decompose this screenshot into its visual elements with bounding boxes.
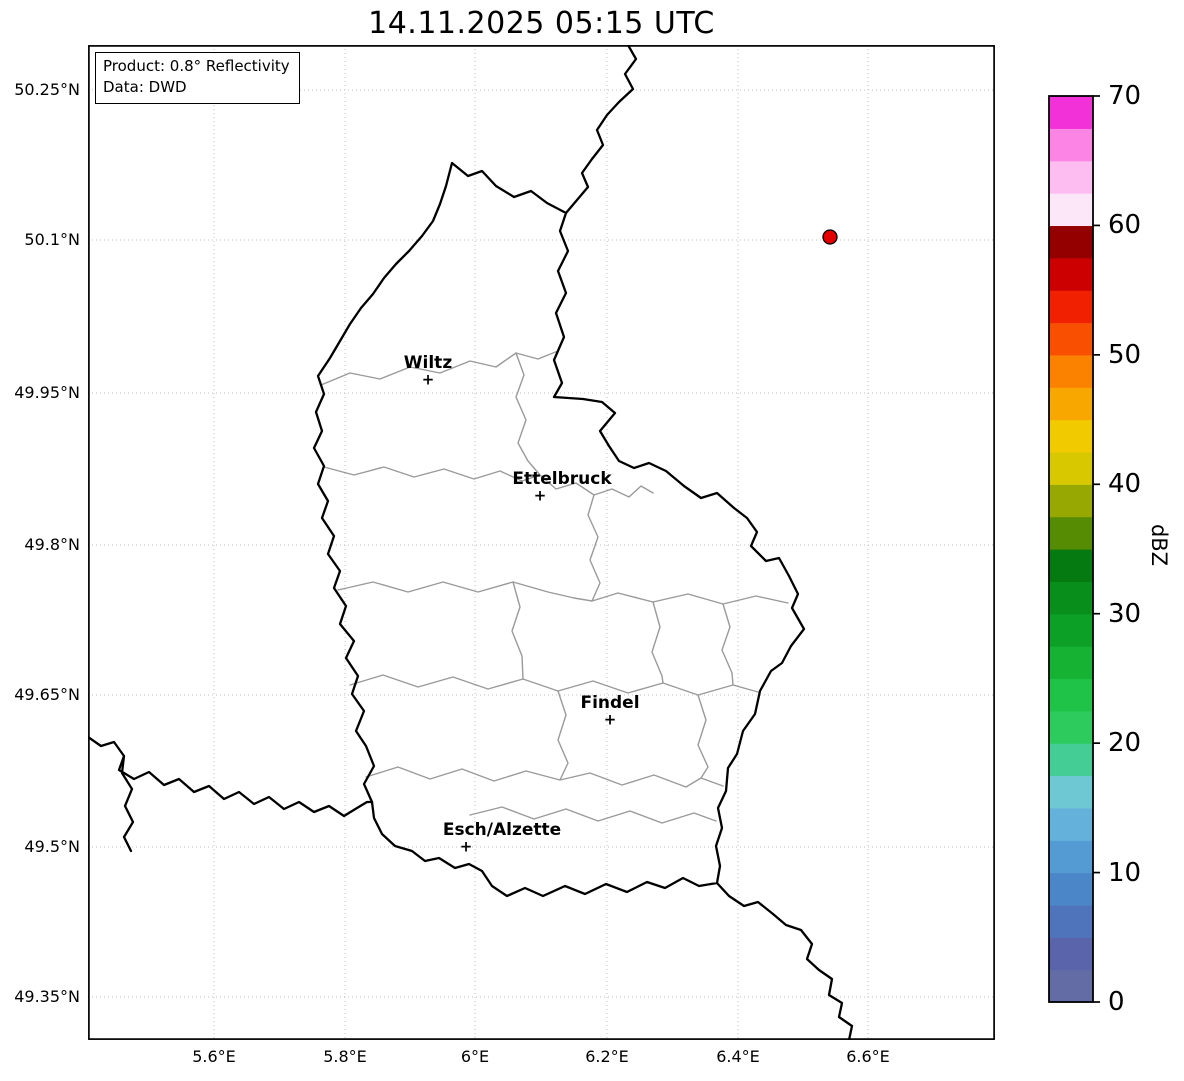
y-axis-tick-label: 49.35°N xyxy=(14,987,80,1006)
colorbar-tick-label: 40 xyxy=(1108,469,1142,500)
border-france-germany-southeast xyxy=(715,881,854,1040)
district-line xyxy=(511,581,524,680)
data-source-line: Data: DWD xyxy=(103,78,187,96)
colorbar-band xyxy=(1049,160,1093,194)
x-axis-tick-label: 6.2°E xyxy=(585,1047,629,1066)
y-axis-tick-label: 50.25°N xyxy=(14,80,80,99)
colorbar-band xyxy=(1049,451,1093,485)
city-label: Esch/Alzette xyxy=(442,820,562,840)
colorbar-band xyxy=(1049,193,1093,227)
colorbar-band xyxy=(1049,613,1093,647)
colorbar-band xyxy=(1049,969,1093,1003)
colorbar-band xyxy=(1049,710,1093,744)
colorbar-band xyxy=(1049,484,1093,518)
figure-title: 14.11.2025 05:15 UTC xyxy=(368,6,715,41)
district-line xyxy=(721,603,734,686)
map-canvas xyxy=(88,45,995,1040)
colorbar-tick-label: 70 xyxy=(1108,81,1142,111)
colorbar-unit-label: dBZ xyxy=(1147,523,1171,567)
x-axis-tick-label: 6.4°E xyxy=(716,1047,760,1066)
colorbar-band xyxy=(1049,322,1093,356)
x-axis-tick-label: 5.6°E xyxy=(192,1047,236,1066)
radar-site-marker xyxy=(822,229,838,245)
district-line xyxy=(320,350,559,386)
x-axis-tick-label: 6.6°E xyxy=(846,1047,890,1066)
y-axis-tick-label: 49.8°N xyxy=(24,535,80,554)
colorbar-band xyxy=(1049,354,1093,388)
product-line: Product: 0.8° Reflectivity xyxy=(103,57,290,75)
district-line xyxy=(337,581,789,605)
district-boundaries xyxy=(320,350,789,824)
colorbar-band xyxy=(1049,678,1093,712)
y-axis-tick-label: 49.65°N xyxy=(14,685,80,704)
border-spur-southwest xyxy=(120,754,135,853)
reflectivity-colorbar xyxy=(1048,95,1106,1003)
y-axis-tick-label: 50.1°N xyxy=(24,230,80,249)
colorbar-band xyxy=(1049,549,1093,582)
city-label: Wiltz xyxy=(403,353,453,373)
x-axis-tick-label: 6°E xyxy=(460,1047,490,1066)
y-axis-tick-label: 49.5°N xyxy=(24,837,80,856)
colorbar-tick-label: 20 xyxy=(1108,728,1142,759)
colorbar-band xyxy=(1049,387,1093,421)
colorbar-band xyxy=(1049,840,1093,874)
city-marker: + xyxy=(421,370,435,389)
colorbar-band xyxy=(1049,128,1093,162)
luxembourg-border xyxy=(312,161,806,898)
colorbar-band xyxy=(1049,225,1093,259)
y-axis-tick-label: 49.95°N xyxy=(14,383,80,402)
colorbar-band xyxy=(1049,581,1093,615)
colorbar-band xyxy=(1049,807,1093,841)
district-line xyxy=(587,494,601,602)
city-marker: + xyxy=(603,710,617,729)
colorbar-band xyxy=(1049,743,1093,777)
border-germany-belgium-north xyxy=(564,45,638,215)
district-line xyxy=(349,674,759,696)
border-france-belgium-west xyxy=(88,735,374,818)
colorbar-band xyxy=(1049,257,1093,291)
district-line xyxy=(365,766,724,788)
district-line xyxy=(515,352,541,476)
district-line xyxy=(469,806,717,824)
colorbar-band xyxy=(1049,419,1093,453)
colorbar-tick-label: 0 xyxy=(1108,987,1125,1017)
colorbar-band xyxy=(1049,96,1093,129)
colorbar-tick-label: 10 xyxy=(1108,857,1142,888)
city-label: Ettelbruck xyxy=(512,469,612,489)
district-line xyxy=(651,601,664,684)
city-marker: + xyxy=(459,837,473,856)
colorbar-band xyxy=(1049,775,1093,809)
district-line xyxy=(539,474,654,498)
district-line xyxy=(557,690,569,781)
x-axis-tick-label: 5.8°E xyxy=(323,1047,367,1066)
gridlines xyxy=(88,45,995,1040)
colorbar-band xyxy=(1049,904,1093,938)
colorbar-tick-label: 30 xyxy=(1108,598,1142,629)
district-line xyxy=(697,694,709,779)
colorbar-band xyxy=(1049,290,1093,324)
plot-frame xyxy=(88,45,995,1040)
colorbar-canvas xyxy=(1048,95,1100,1003)
colorbar-band xyxy=(1049,516,1093,550)
product-info-box: Product: 0.8° Reflectivity Data: DWD xyxy=(95,52,300,104)
city-marker: + xyxy=(533,486,547,505)
city-label: Findel xyxy=(580,693,640,713)
map-plot: Product: 0.8° Reflectivity Data: DWD + Wi… xyxy=(88,45,995,1040)
colorbar-band xyxy=(1049,872,1093,906)
colorbar-band xyxy=(1049,646,1093,680)
colorbar-tick-label: 50 xyxy=(1108,339,1142,370)
district-line xyxy=(323,466,541,482)
colorbar-frame xyxy=(1048,95,1094,1003)
colorbar-band xyxy=(1049,937,1093,971)
colorbar-tick-label: 60 xyxy=(1108,210,1142,241)
